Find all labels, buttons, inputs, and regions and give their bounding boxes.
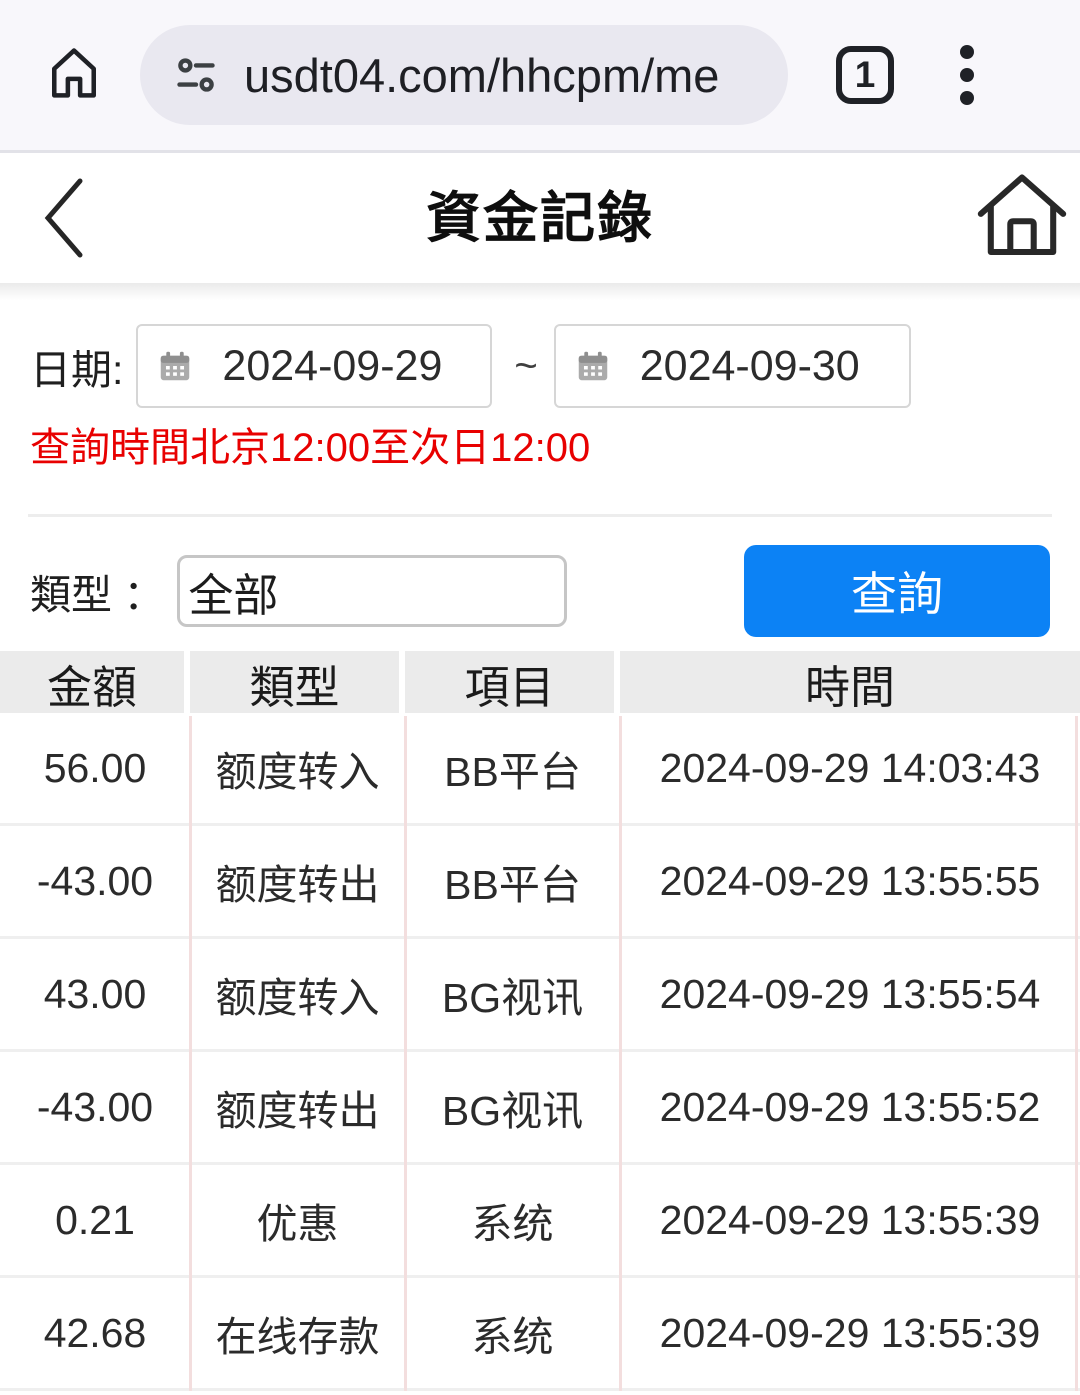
header-time: 時間 — [620, 651, 1080, 716]
date-to-input[interactable]: 2024-09-30 — [553, 324, 911, 408]
tab-count-label: 1 — [854, 54, 876, 95]
date-filter-row: 日期: 2024-09-29 ~ — [30, 324, 1050, 408]
date-from-input[interactable]: 2024-09-29 — [136, 324, 493, 408]
records-table: 金額 類型 項目 時間 56.00 额度转入 BB平台 2024-09-29 1… — [0, 651, 1080, 1391]
cell-amount: -43.00 — [36, 1083, 154, 1130]
calendar-icon — [156, 347, 194, 385]
browser-home-button[interactable] — [42, 43, 106, 107]
cell-type: 额度转入 — [215, 749, 380, 795]
date-label: 日期: — [30, 347, 124, 393]
kebab-menu-icon — [960, 45, 974, 59]
cell-type: 额度转出 — [215, 1088, 380, 1134]
browser-menu-button[interactable] — [954, 39, 980, 111]
url-bar[interactable]: usdt04.com/hhcpm/me — [140, 25, 788, 125]
chevron-left-icon — [38, 178, 90, 265]
cell-amount: 56.00 — [43, 744, 147, 791]
tab-switcher-button[interactable]: 1 — [836, 46, 894, 104]
date-from-value: 2024-09-29 — [222, 341, 443, 390]
page-header: 資金記錄 — [0, 153, 1080, 300]
table-row: 42.68 在线存款 系统 2024-09-29 13:55:39 — [0, 1278, 1080, 1391]
type-select-value: 全部 — [188, 569, 279, 621]
calendar-icon — [574, 347, 612, 385]
type-select[interactable]: 全部 — [177, 555, 568, 627]
table-row: 43.00 额度转入 BG视讯 2024-09-29 13:55:54 — [0, 939, 1080, 1052]
cell-item: BG视讯 — [441, 1088, 584, 1134]
url-text: usdt04.com/hhcpm/me — [244, 48, 720, 102]
table-row: -43.00 额度转出 BB平台 2024-09-29 13:55:55 — [0, 826, 1080, 939]
site-settings-icon[interactable] — [174, 53, 218, 97]
column-grid-line — [1075, 716, 1078, 1391]
column-grid-line — [189, 716, 192, 1391]
cell-item: BB平台 — [444, 749, 581, 795]
cell-type: 额度转入 — [215, 975, 380, 1021]
cell-item: BG视讯 — [441, 975, 584, 1021]
cell-item: 系统 — [471, 1201, 554, 1247]
cell-time: 2024-09-29 13:55:54 — [659, 970, 1041, 1017]
section-divider — [28, 514, 1052, 517]
cell-time: 2024-09-29 13:55:52 — [659, 1083, 1041, 1130]
cell-time: 2024-09-29 13:55:39 — [659, 1309, 1041, 1356]
column-grid-line — [619, 716, 622, 1391]
page-title: 資金記錄 — [425, 187, 654, 249]
home-button[interactable] — [970, 161, 1074, 265]
cell-time: 2024-09-29 14:03:43 — [659, 744, 1041, 791]
table-body: 56.00 额度转入 BB平台 2024-09-29 14:03:43 -43.… — [0, 713, 1080, 1391]
cell-amount: 0.21 — [55, 1196, 135, 1243]
cell-item: 系统 — [471, 1314, 554, 1360]
cell-time: 2024-09-29 13:55:39 — [659, 1196, 1041, 1243]
cell-amount: 43.00 — [43, 970, 147, 1017]
cell-type: 在线存款 — [215, 1314, 380, 1360]
cell-amount: 42.68 — [43, 1309, 147, 1356]
type-label: 類型 ： — [30, 572, 165, 618]
table-row: -43.00 额度转出 BG视讯 2024-09-29 13:55:52 — [0, 1052, 1080, 1165]
header-type: 類型 — [190, 651, 405, 716]
search-button[interactable]: 查詢 — [744, 545, 1050, 637]
back-button[interactable] — [38, 175, 90, 261]
header-amount: 金額 — [0, 651, 190, 716]
cell-amount: -43.00 — [36, 857, 154, 904]
column-grid-line — [404, 716, 407, 1391]
table-row: 56.00 额度转入 BB平台 2024-09-29 14:03:43 — [0, 713, 1080, 826]
header-item: 項目 — [405, 651, 620, 716]
date-range-separator: ~ — [514, 343, 538, 388]
cell-time: 2024-09-29 13:55:55 — [659, 857, 1041, 904]
date-to-value: 2024-09-30 — [639, 341, 860, 390]
cell-item: BB平台 — [444, 862, 581, 908]
cell-type: 额度转出 — [215, 862, 380, 908]
table-header-row: 金額 類型 項目 時間 — [0, 651, 1080, 716]
browser-toolbar: usdt04.com/hhcpm/me 1 — [0, 0, 1080, 153]
home-icon — [42, 41, 106, 110]
query-time-notice: 查詢時間北京12:00至次日12:00 — [30, 426, 591, 470]
cell-type: 优惠 — [256, 1201, 339, 1247]
table-row: 0.21 优惠 系统 2024-09-29 13:55:39 — [0, 1165, 1080, 1278]
type-filter-row: 類型 ： 全部 查詢 — [30, 545, 1050, 637]
house-icon — [970, 174, 1074, 269]
kebab-menu-icon — [960, 91, 974, 105]
kebab-menu-icon — [960, 68, 974, 82]
